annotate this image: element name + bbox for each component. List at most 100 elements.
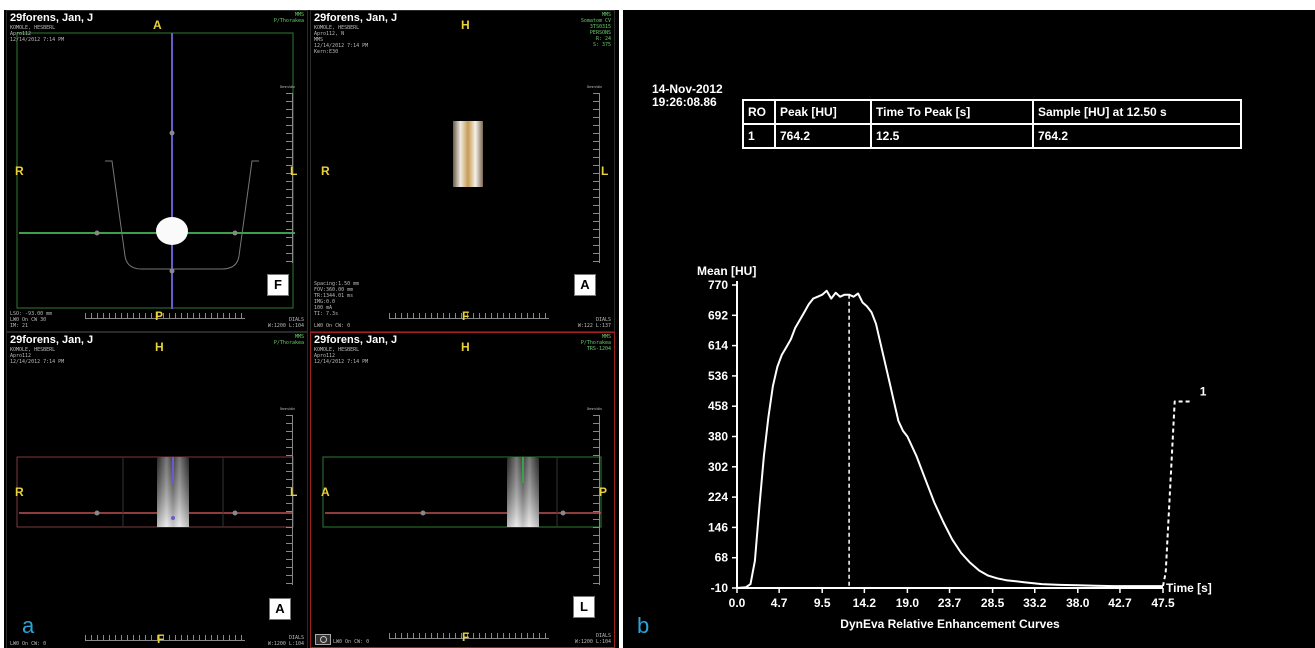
y-tick-label: 224: [708, 490, 728, 504]
header-roi: RO: [742, 99, 776, 125]
view-orientation-badge[interactable]: L: [573, 596, 595, 618]
acquisition-time: 19:26:08.86: [652, 95, 717, 109]
y-tick-label: 68: [715, 551, 729, 565]
coronal-image: [453, 121, 483, 187]
patient-name: 29forens, Jan, J: [10, 12, 94, 24]
y-tick-label: 770: [708, 278, 728, 292]
x-tick-label: 47.5: [1151, 596, 1175, 610]
y-axis-label: Mean [HU]: [697, 264, 756, 278]
patient-name: 29forens, Jan, J: [314, 334, 398, 346]
y-tick-label: 146: [708, 520, 728, 534]
x-tick-label: 9.5: [814, 596, 831, 610]
series-info: MMS P/Thorakea TRS-1204: [580, 334, 611, 352]
y-tick-label: -10: [711, 581, 729, 595]
orientation-bottom: P: [155, 309, 164, 323]
slice-info: LW0 On CW: 0: [314, 323, 351, 329]
series-line: [736, 289, 1163, 589]
x-tick-label: 4.7: [771, 596, 788, 610]
vertical-scale: [593, 415, 600, 585]
horizontal-scale: [389, 313, 549, 319]
view-orientation-badge[interactable]: A: [269, 598, 291, 620]
cell-sample: 764.2: [1032, 123, 1242, 149]
x-tick-label: 42.7: [1108, 596, 1132, 610]
axial-image: [16, 32, 295, 309]
x-tick-label: 19.0: [896, 596, 920, 610]
panel-label-a: a: [22, 613, 35, 638]
x-axis-label: Time [s]: [1166, 581, 1212, 595]
orientation-right: L: [290, 164, 298, 178]
y-tick-label: 380: [708, 430, 728, 444]
orientation-top: H: [461, 18, 470, 32]
x-tick-label: 33.2: [1023, 596, 1047, 610]
series-info: MMS P/Thorakea: [273, 334, 304, 346]
header-time-to-peak: Time To Peak [s]: [870, 99, 1034, 125]
series-label: 1: [1200, 385, 1207, 399]
window-level: DIALS W:122 L:137: [577, 317, 611, 329]
window-level: DIALS W:1200 L:104: [574, 633, 611, 645]
orientation-top: A: [153, 18, 162, 32]
scale-label: 5mm/div: [279, 84, 295, 89]
orientation-left: A: [321, 485, 330, 499]
patient-name: 29forens, Jan, J: [10, 334, 94, 346]
study-info: KOMOLE, HESBERL Apro112 12/14/2012 7:14 …: [10, 347, 65, 365]
orientation-right: L: [290, 485, 298, 499]
series-info: MMS Somatom CV 3TS0315 PERSONS R: 24 S: …: [580, 12, 611, 48]
orientation-right: L: [601, 164, 609, 178]
x-tick-label: 23.7: [938, 596, 962, 610]
patient-name: 29forens, Jan, J: [314, 12, 398, 24]
orientation-left: R: [321, 164, 330, 178]
horizontal-scale: [389, 633, 549, 639]
slice-info: LSO: -93.00 mm LW0 On CW 30 IM: 21: [10, 311, 53, 329]
orientation-left: R: [15, 485, 24, 499]
x-tick-label: 28.5: [981, 596, 1005, 610]
roi-statistics-table: RO Peak [HU] Time To Peak [s] Sample [HU…: [742, 99, 1242, 149]
vessel-image: [16, 456, 294, 528]
cell-peak: 764.2: [774, 123, 872, 149]
header-peak: Peak [HU]: [774, 99, 872, 125]
acquisition-date: 14-Nov-2012: [652, 82, 723, 96]
horizontal-scale: [85, 635, 245, 641]
viewport-axial[interactable]: 29forens, Jan, J KOMOLE, HESBERL Apro112…: [6, 10, 308, 332]
table-row: 1 764.2 12.5 764.2: [742, 123, 1242, 149]
scale-label: 5mm/div: [586, 84, 602, 89]
orientation-left: R: [15, 164, 24, 178]
vessel-image: [322, 456, 602, 528]
viewport-coronal[interactable]: 29forens, Jan, J KOMOLE, HESBERL Apro112…: [310, 10, 615, 332]
study-info: KOMOLE, HESBERL Apro112, N MMS 12/14/201…: [314, 25, 369, 55]
panel-label-b: b: [637, 613, 650, 638]
orientation-bottom: F: [157, 632, 165, 646]
y-tick-label: 302: [708, 460, 728, 474]
orientation-bottom: F: [462, 309, 470, 323]
series-extension-line: [1162, 400, 1192, 587]
scale-label: 5mm/div: [586, 406, 602, 411]
viewport-sagittal-left[interactable]: 29forens, Jan, J KOMOLE, HESBERL Apro112…: [6, 332, 308, 648]
study-info: KOMOLE, HESBERL Apro112 12/14/2012 7:14 …: [10, 25, 65, 43]
cell-roi: 1: [742, 123, 776, 149]
vertical-scale: [286, 93, 293, 263]
acquisition-info: Spacing:1.50 mm FOV:360.00 mm TR:1344.01…: [314, 281, 360, 317]
window-level: DIALS W:1200 L:104: [267, 635, 304, 647]
orientation-right: P: [599, 485, 608, 499]
vertical-scale: [286, 415, 293, 585]
slice-info: LW0 On CW: 0: [333, 639, 370, 645]
slice-info: LW0 On CW: 0: [10, 641, 47, 647]
horizontal-scale: [85, 313, 245, 319]
viewport-sagittal-right[interactable]: 29forens, Jan, J KOMOLE, HESBERL Apro112…: [310, 332, 615, 648]
orientation-top: H: [155, 340, 164, 354]
window-level: DIALS W:1200 L:104: [267, 317, 304, 329]
table-header-row: RO Peak [HU] Time To Peak [s] Sample [HU…: [742, 99, 1242, 125]
study-info: KOMOLE, HESBERL Apro112 12/14/2012 7:14 …: [314, 347, 369, 365]
orientation-top: H: [461, 340, 470, 354]
view-orientation-badge[interactable]: F: [267, 274, 289, 296]
chart-title: DynEva Relative Enhancement Curves: [840, 617, 1060, 631]
y-tick-label: 692: [708, 308, 728, 322]
camera-icon[interactable]: [315, 634, 331, 645]
series-info: MMS P/Thorakea: [273, 12, 304, 24]
panel-a: 29forens, Jan, J KOMOLE, HESBERL Apro112…: [4, 10, 619, 648]
y-tick-label: 536: [708, 369, 728, 383]
header-sample: Sample [HU] at 12.50 s: [1032, 99, 1242, 125]
x-tick-label: 38.0: [1066, 596, 1090, 610]
view-orientation-badge[interactable]: A: [574, 274, 596, 296]
cell-time-to-peak: 12.5: [870, 123, 1034, 149]
enhancement-chart: -10 68 146 224 302 380 458 536 614 692 770 0.0 4.7 9.…: [697, 264, 1212, 631]
